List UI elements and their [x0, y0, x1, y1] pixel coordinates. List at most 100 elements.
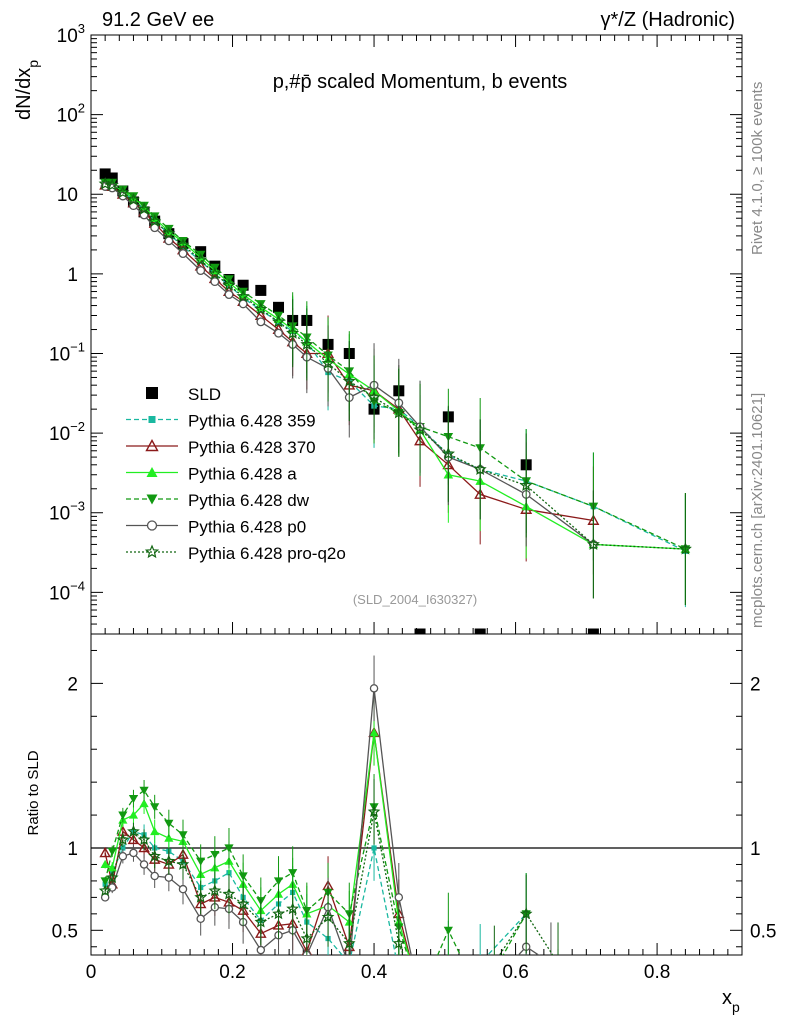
data-point [255, 284, 267, 296]
legend-marker [146, 387, 158, 399]
ratio-point [162, 854, 176, 867]
legend: SLD Pythia 6.428 359 Pythia 6.428 370 Pythi… [126, 385, 346, 563]
y-tick-label: 10−4 [49, 578, 85, 604]
legend-label: SLD [188, 385, 221, 404]
ratio-point [415, 993, 424, 1001]
ratio-point [164, 819, 174, 828]
ratio-point [164, 833, 174, 842]
data-point [321, 356, 335, 369]
ratio-point [150, 871, 159, 881]
ratio-point [286, 902, 299, 915]
data-point [238, 299, 248, 309]
ratio-point [138, 841, 150, 853]
ratio-y-tick-label-right: 1 [750, 839, 761, 860]
ratio-point [553, 958, 563, 967]
ratio-point [346, 963, 353, 970]
data-point [162, 226, 176, 240]
ratio-point [210, 850, 220, 860]
ratio-point [194, 890, 207, 903]
ratio-point [118, 851, 128, 861]
x-tick-label: 0.2 [219, 962, 245, 983]
ratio-line [104, 732, 411, 955]
ratio-point [116, 833, 130, 846]
ratio-point [256, 945, 266, 955]
ratio-point [446, 956, 451, 961]
data-point [196, 266, 206, 276]
ratio-y-tick-label: 2 [67, 674, 78, 695]
x-tick-label: 0.4 [361, 962, 388, 983]
ratio-point [148, 849, 161, 862]
ratio-point [369, 684, 379, 693]
data-point [105, 178, 119, 191]
data-point [256, 317, 266, 327]
ratio-point [288, 869, 298, 878]
legend-marker [146, 520, 158, 531]
data-point [367, 390, 381, 404]
ratio-point [128, 795, 139, 804]
ratio-point [107, 863, 117, 872]
ratio-point [417, 994, 422, 999]
ratio-point [396, 969, 401, 974]
ratio-point [476, 993, 485, 1001]
data-point [118, 185, 128, 195]
y-axis-label-main: dN/dxp [13, 60, 41, 120]
data-point [128, 192, 139, 201]
legend-marker [145, 439, 159, 452]
ratio-point [176, 857, 190, 870]
data-point [164, 236, 174, 246]
ratio-point [392, 936, 406, 949]
ratio-point [321, 910, 335, 923]
ratio-point [224, 844, 234, 853]
ratio-point [139, 860, 149, 869]
data-point [413, 422, 427, 436]
legend-marker [146, 467, 158, 477]
ratio-point [347, 961, 352, 966]
ratio-point [98, 884, 112, 897]
data-point [441, 446, 455, 460]
data-point [286, 326, 300, 339]
ratio-point [272, 907, 285, 920]
data-point [106, 172, 118, 184]
legend-label: Pythia 6.428 359 [188, 412, 316, 431]
ratio-point [371, 845, 377, 851]
ratio-point [100, 877, 110, 886]
ratio-point [477, 993, 484, 1000]
data-point [194, 253, 208, 266]
ratio-point [120, 845, 126, 851]
ratio-point [443, 926, 453, 935]
data-point [178, 249, 188, 258]
data-point [237, 279, 249, 291]
ratio-point [238, 872, 248, 881]
y-axis-label-ratio: Ratio to SLD [25, 750, 42, 835]
x-axis-label: xp [722, 987, 740, 1015]
ratio-point [100, 859, 110, 869]
ratio-point [127, 833, 140, 845]
data-point [392, 405, 406, 419]
data-point [300, 337, 314, 350]
ratio-series-3 [100, 774, 531, 1001]
data-point [586, 537, 600, 550]
ratio-point [139, 786, 149, 795]
data-point [587, 628, 599, 634]
ratio-y-tick-label: 0.5 [52, 921, 78, 942]
data-point [180, 243, 186, 250]
ratio-point [137, 833, 151, 846]
data-point [148, 214, 162, 227]
y-tick-label: 10−3 [49, 499, 85, 525]
ratio-point [196, 914, 205, 924]
ratio-point [490, 958, 500, 967]
ratio-point [208, 884, 222, 897]
ratio-y-tick-label: 1 [67, 839, 78, 860]
main-series-layer [98, 168, 692, 634]
ratio-frame [90, 633, 743, 956]
ratio-point [300, 931, 314, 944]
data-point [137, 202, 151, 215]
y-tick-label: 10−2 [49, 419, 85, 445]
header-right: γ*/Z (Hadronic) [601, 9, 735, 31]
ratio-line [104, 830, 527, 955]
data-point [126, 193, 140, 206]
plot-title: p,#p̄ scaled Momentum, b events [273, 71, 568, 93]
ratio-series-0 [102, 815, 529, 999]
